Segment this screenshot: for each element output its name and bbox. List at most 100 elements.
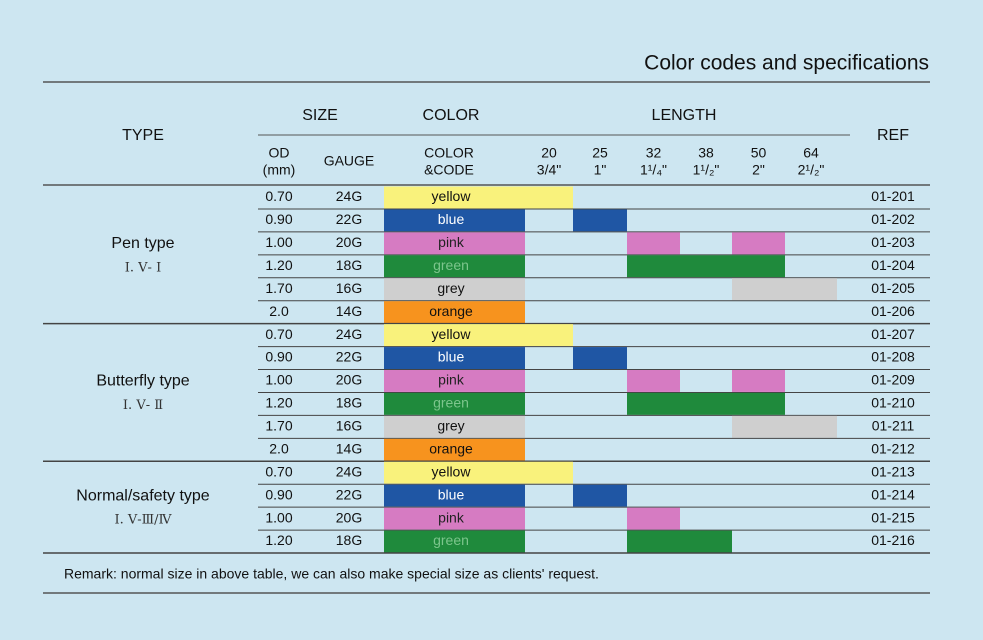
ref: 01-206 xyxy=(871,303,915,319)
gauge: 16G xyxy=(336,280,362,296)
gauge: 22G xyxy=(336,211,362,227)
type-name: Butterfly type xyxy=(96,373,189,390)
length-cell xyxy=(627,392,680,415)
color-name: orange xyxy=(429,440,473,456)
sub-header: &CODE xyxy=(424,162,474,178)
length-cell xyxy=(525,186,573,209)
color-name: pink xyxy=(438,234,465,250)
gauge: 24G xyxy=(336,326,362,342)
gauge: 18G xyxy=(336,257,362,273)
color-swatch xyxy=(384,392,525,415)
gauge: 18G xyxy=(336,395,362,411)
sub-header: 32 xyxy=(646,145,662,161)
od: 1.20 xyxy=(265,257,292,273)
header: REF xyxy=(877,127,909,144)
type-name: Normal/safety type xyxy=(76,487,209,504)
od: 0.70 xyxy=(265,326,292,342)
title: Color codes and specifications xyxy=(644,52,929,75)
color-name: yellow xyxy=(432,326,472,342)
color-swatch xyxy=(384,438,525,461)
gauge: 20G xyxy=(336,509,362,525)
od: 1.70 xyxy=(265,418,292,434)
type-code: Ⅰ. Ⅴ- Ⅱ xyxy=(123,398,163,413)
sub-header: (mm) xyxy=(263,162,296,178)
length-cell xyxy=(732,392,785,415)
od: 2.0 xyxy=(269,303,289,319)
ref: 01-216 xyxy=(871,532,915,548)
sub-header: 2" xyxy=(752,162,765,178)
od: 2.0 xyxy=(269,440,289,456)
color-swatch xyxy=(384,255,525,278)
ref: 01-215 xyxy=(871,509,915,525)
ref: 01-208 xyxy=(871,349,915,365)
color-name: green xyxy=(433,257,469,273)
ref: 01-214 xyxy=(871,486,915,502)
ref: 01-205 xyxy=(871,280,915,296)
length-cell xyxy=(732,370,785,392)
gauge: 14G xyxy=(336,303,362,319)
type-name: Pen type xyxy=(111,235,174,252)
length-cell xyxy=(732,232,785,255)
od: 1.00 xyxy=(265,509,292,525)
color-name: yellow xyxy=(432,463,472,479)
header: LENGTH xyxy=(652,107,717,124)
length-cell xyxy=(627,530,680,553)
ref: 01-209 xyxy=(871,372,915,388)
color-swatch xyxy=(384,301,525,324)
gauge: 24G xyxy=(336,188,362,204)
color-swatch xyxy=(384,186,525,209)
length-cell xyxy=(573,347,627,369)
gauge: 22G xyxy=(336,349,362,365)
color-name: blue xyxy=(438,211,465,227)
type-code: Ⅰ. Ⅴ- Ⅰ xyxy=(125,260,161,275)
sub-header: OD xyxy=(269,145,290,161)
length-cell xyxy=(680,392,732,415)
color-name: yellow xyxy=(432,188,472,204)
sub-header: 64 xyxy=(803,145,819,161)
length-cell xyxy=(525,324,573,347)
sub-header: 25 xyxy=(592,145,608,161)
sub-header: 1" xyxy=(594,162,607,178)
color-name: grey xyxy=(437,418,464,434)
color-name: grey xyxy=(437,280,464,296)
sub-header: 20 xyxy=(541,145,557,161)
length-cell xyxy=(627,232,680,255)
color-swatch xyxy=(384,507,525,530)
color-swatch xyxy=(384,347,525,369)
gauge: 22G xyxy=(336,486,362,502)
color-swatch xyxy=(384,278,525,301)
sub-header: 38 xyxy=(698,145,714,161)
od: 0.90 xyxy=(265,211,292,227)
ref: 01-213 xyxy=(871,463,915,479)
color-name: green xyxy=(433,532,469,548)
length-cell xyxy=(785,415,837,438)
length-cell xyxy=(573,209,627,232)
length-cell xyxy=(627,255,680,278)
ref: 01-203 xyxy=(871,234,915,250)
od: 1.00 xyxy=(265,372,292,388)
gauge: 20G xyxy=(336,372,362,388)
color-swatch xyxy=(384,530,525,553)
sub-header: COLOR xyxy=(424,145,474,161)
od: 0.90 xyxy=(265,349,292,365)
ref: 01-212 xyxy=(871,440,915,456)
color-swatch xyxy=(384,232,525,255)
od: 0.70 xyxy=(265,463,292,479)
ref: 01-211 xyxy=(872,418,915,434)
gauge: 14G xyxy=(336,440,362,456)
sub-header: 2¹/₂" xyxy=(798,162,825,178)
length-cell xyxy=(525,461,573,484)
od: 0.90 xyxy=(265,486,292,502)
gauge: 18G xyxy=(336,532,362,548)
color-name: blue xyxy=(438,486,465,502)
ref: 01-201 xyxy=(871,188,915,204)
color-name: blue xyxy=(438,349,465,365)
ref: 01-202 xyxy=(871,211,915,227)
header: TYPE xyxy=(122,127,164,144)
color-name: green xyxy=(433,395,469,411)
ref: 01-207 xyxy=(871,326,915,342)
color-name: pink xyxy=(438,509,465,525)
color-swatch xyxy=(384,484,525,507)
gauge: 20G xyxy=(336,234,362,250)
color-swatch xyxy=(384,324,525,347)
